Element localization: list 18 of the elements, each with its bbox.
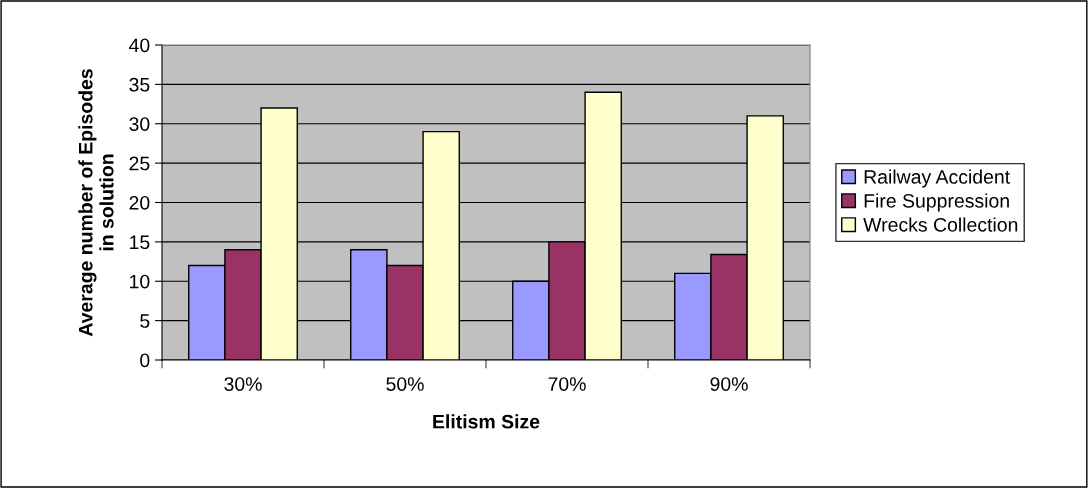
y-tick-label: 10: [130, 274, 150, 289]
y-tick-label: 25: [129, 156, 150, 171]
y-tick-label: 35: [129, 77, 150, 92]
y-tick-label: 0: [140, 353, 150, 368]
y-tick-label: 15: [130, 235, 150, 250]
legend-label: Wrecks Collection: [863, 217, 1018, 232]
x-tick-label: 90%: [710, 377, 748, 391]
y-tick-label: 40: [129, 38, 150, 53]
y-tick-label: 30: [129, 117, 150, 131]
x-tick-label: 50%: [386, 377, 424, 391]
y-axis-title: Average number of Episodes in solution: [78, 69, 114, 337]
x-tick-label: 30%: [224, 377, 262, 391]
legend-label: Fire Suppression: [864, 193, 1009, 212]
x-tick-label: 70%: [548, 377, 586, 391]
y-tick-label: 5: [140, 314, 150, 328]
x-axis-title: Elitism Size: [433, 414, 540, 429]
legend-label: Railway Accident: [864, 169, 1010, 188]
y-tick-label: 20: [129, 195, 150, 210]
